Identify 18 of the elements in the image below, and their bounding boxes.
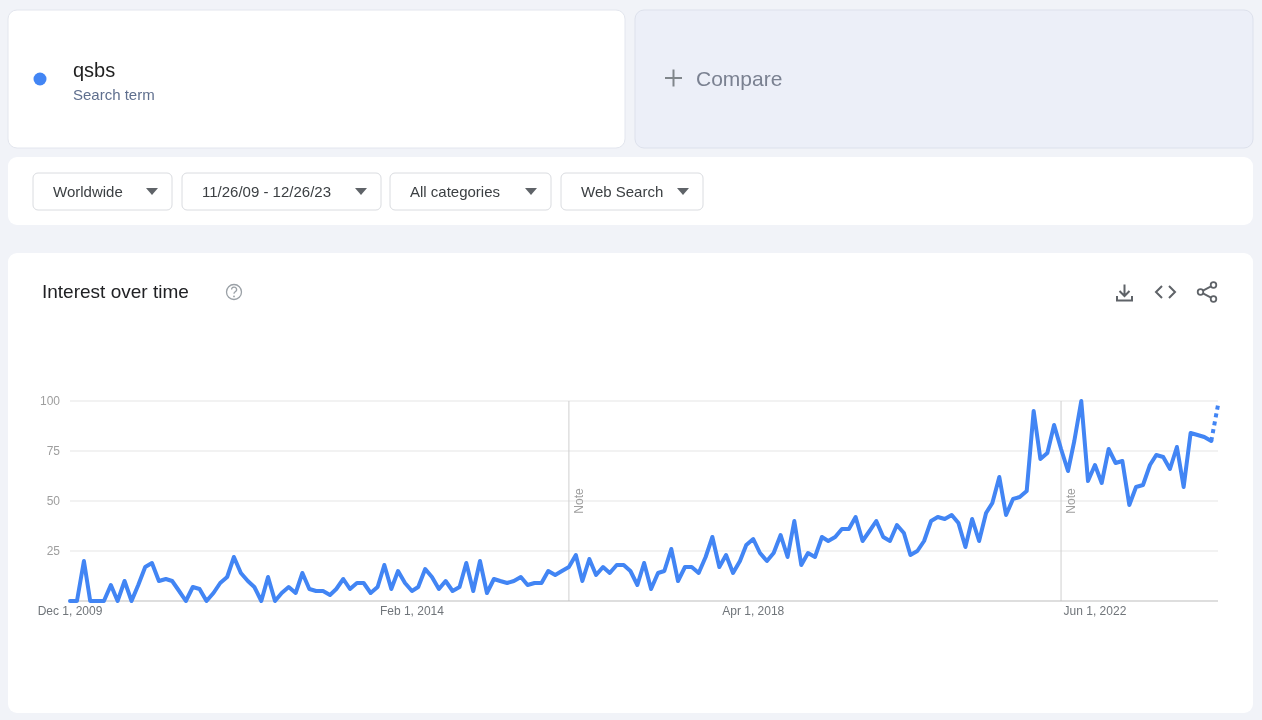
x-tick-label: Jun 1, 2022: [1063, 604, 1127, 618]
y-tick-label: 50: [46, 494, 61, 508]
legend-label: qsbs: [73, 59, 116, 81]
y-tick-label: 100: [39, 394, 61, 408]
x-tick-label: Feb 1, 2014: [379, 604, 445, 618]
ref-line-label: Note: [1064, 488, 1079, 514]
ref-line-label: Note: [571, 488, 586, 514]
y-tick-label: 75: [46, 444, 61, 458]
text: Web Search: [581, 183, 664, 200]
x-tick-label: Apr 1, 2018: [722, 604, 785, 618]
x-tick-label: Dec 1, 2009: [37, 604, 103, 618]
text: All categories: [410, 183, 501, 200]
chart-title: Interest over time: [42, 281, 189, 302]
text: Worldwide: [53, 183, 123, 200]
text: 11/26/09 - 12/26/23: [202, 183, 331, 200]
text: Compare: [696, 67, 783, 90]
text: Search term: [73, 86, 155, 103]
y-tick-label: 25: [46, 544, 61, 558]
